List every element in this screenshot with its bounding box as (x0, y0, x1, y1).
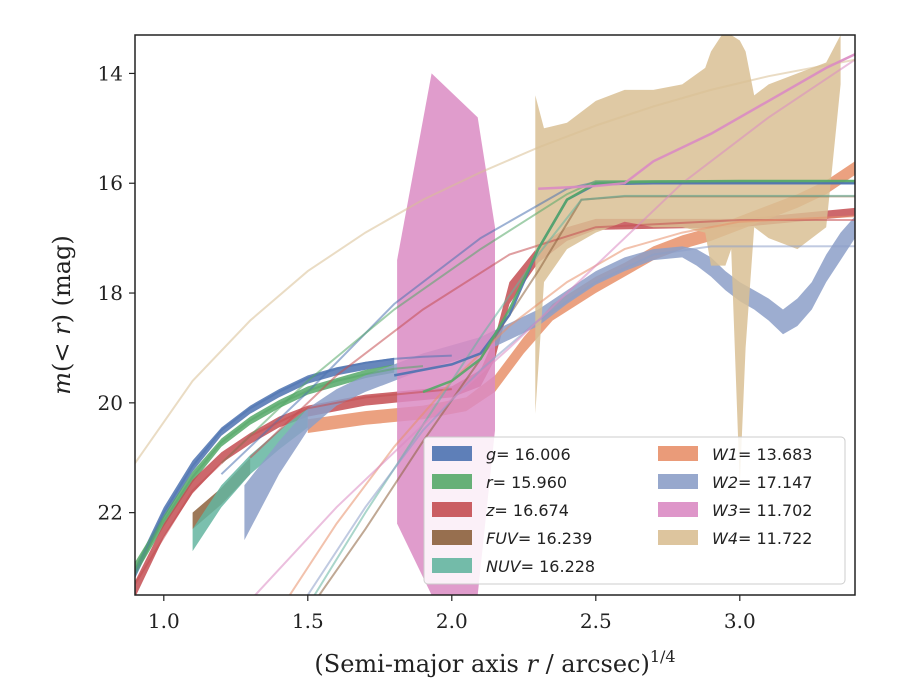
legend-label-fuv: FUV= 16.239 (486, 529, 592, 548)
x-tick-label: 1.0 (148, 609, 180, 633)
legend-swatch-z (432, 502, 472, 517)
series-g-band (135, 357, 395, 579)
line-layer (135, 53, 855, 595)
legend-box (423, 436, 846, 585)
x-axis: 1.0 1.5 2.0 2.5 3.0 (148, 595, 756, 633)
y-axis: 14 16 18 20 22 (98, 61, 135, 525)
legend-swatch-fuv (432, 530, 472, 545)
band-layer (135, 35, 855, 595)
legend-swatch-w3 (658, 502, 698, 517)
legend-label-w3: W3= 11.702 (712, 501, 812, 520)
legend-label-w2: W2= 17.147 (712, 473, 812, 492)
legend-swatch-w2 (658, 474, 698, 489)
x-tick-label: 2.5 (580, 609, 612, 633)
series-r-fit-line (135, 365, 424, 571)
y-axis-label: m(< r) (mag) (48, 235, 76, 395)
series-w3-fit-line (253, 58, 855, 595)
x-tick-label: 3.0 (724, 609, 756, 633)
legend-swatch-r (432, 474, 472, 489)
legend-swatch-w4 (658, 530, 698, 545)
series-r-curve (422, 179, 855, 394)
series-w1-fit-line (288, 215, 855, 595)
legend: g= 16.006 r= 15.960 z= 16.674 FUV= 16.239 NU… (423, 436, 846, 585)
x-tick-label: 2.0 (436, 609, 468, 633)
series-w4-band (535, 35, 841, 486)
y-tick-label: 18 (98, 281, 123, 305)
series-w3-curve (538, 53, 855, 190)
y-tick-label: 16 (98, 171, 123, 195)
legend-swatch-nuv (432, 558, 472, 573)
x-axis-label: (Semi-major axis r / arcsec)1/4 (314, 647, 675, 678)
y-tick-label: 14 (98, 61, 123, 85)
x-tick-label: 1.5 (292, 609, 324, 633)
legend-swatch-g (432, 446, 472, 461)
series-w2-band (244, 216, 855, 541)
y-tick-label: 22 (98, 501, 123, 525)
legend-swatch-w1 (658, 446, 698, 461)
series-nuv-fit-line (313, 194, 855, 595)
series-z-fit-line2 (249, 219, 855, 459)
plot-frame (134, 34, 856, 596)
legend-label-nuv: NUV= 16.228 (486, 557, 595, 576)
series-g-fit-line (135, 354, 452, 574)
legend-label-r: r= 15.960 (486, 473, 567, 492)
legend-label-g: g= 16.006 (486, 445, 571, 464)
series-r-fit-line2 (220, 180, 855, 464)
y-tick-label: 20 (98, 391, 123, 415)
legend-label-w1: W1= 13.683 (712, 445, 812, 464)
legend-label-z: z= 16.674 (485, 501, 569, 520)
series-w4-fit-line (135, 58, 855, 464)
legend-label-w4: W4= 11.722 (712, 529, 812, 548)
